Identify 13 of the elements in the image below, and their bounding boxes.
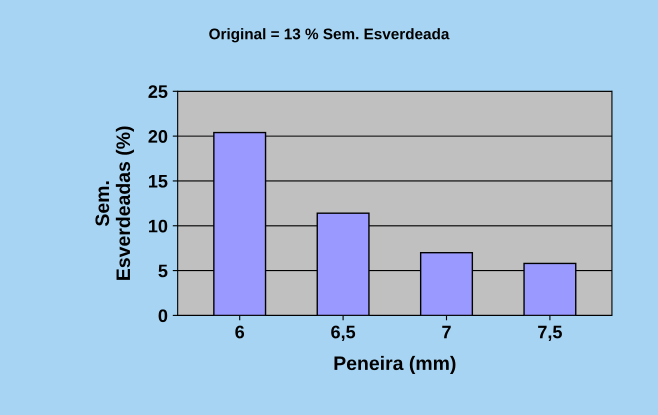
- chart-title: Original = 13 % Sem. Esverdeada: [209, 28, 450, 42]
- x-axis-title: Peneira (mm): [334, 356, 456, 374]
- y-tick-label: 0: [158, 309, 168, 322]
- y-axis-title: Sem. Esverdeadas (%): [95, 126, 134, 280]
- y-tick-label: 10: [148, 220, 168, 232]
- y-tick-label: 20: [148, 130, 168, 143]
- x-tick-label: 7: [442, 326, 451, 338]
- x-tick-label: 7,5: [538, 326, 562, 342]
- y-tick-label: 25: [148, 85, 168, 98]
- y-tick-label: 15: [148, 175, 168, 188]
- x-tick-label: 6: [235, 326, 244, 338]
- y-tick-label: 5: [158, 264, 168, 278]
- x-tick-label: 6,5: [331, 326, 356, 342]
